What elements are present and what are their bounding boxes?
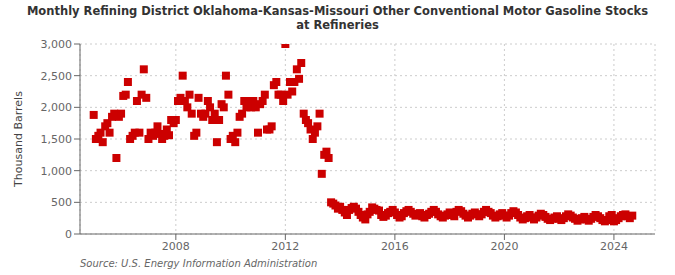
svg-text:2,000: 2,000 bbox=[41, 101, 73, 114]
svg-text:2024: 2024 bbox=[600, 240, 628, 253]
svg-text:1,000: 1,000 bbox=[41, 165, 73, 178]
html-text:Monthly Refining District Okla: Monthly Refining District Oklahoma-Kansa… bbox=[26, 4, 649, 18]
svg-text:0: 0 bbox=[65, 228, 72, 241]
svg-text:1,500: 1,500 bbox=[41, 133, 73, 146]
svg-text:3,000: 3,000 bbox=[41, 38, 73, 51]
html-text:Source: U.S. Energy Informatio: Source: U.S. Energy Information Administ… bbox=[80, 258, 318, 269]
svg-text:2012: 2012 bbox=[271, 240, 299, 253]
svg-text:2020: 2020 bbox=[490, 240, 518, 253]
svg-text:2016: 2016 bbox=[381, 240, 409, 253]
svg-text:500: 500 bbox=[51, 196, 72, 209]
html-text:at Refineries: at Refineries bbox=[296, 18, 379, 32]
svg-text:Thousand Barrels: Thousand Barrels bbox=[12, 91, 25, 188]
svg-text:2008: 2008 bbox=[162, 240, 190, 253]
svg-text:2,500: 2,500 bbox=[41, 70, 73, 83]
